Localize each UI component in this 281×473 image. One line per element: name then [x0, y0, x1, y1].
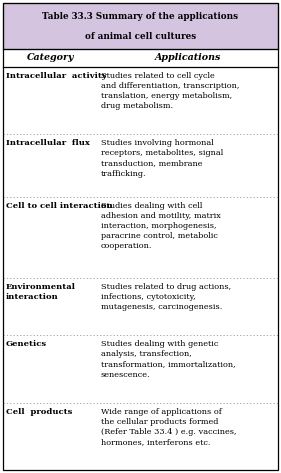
Text: Studies related to cell cycle
and differentiation, transcription,
translation, e: Studies related to cell cycle and differ… [101, 72, 239, 110]
Text: Category: Category [27, 53, 74, 62]
Text: Intracellular  flux: Intracellular flux [6, 140, 90, 147]
Bar [3, 3, 278, 49]
Text: Intracellular  activity: Intracellular activity [6, 72, 107, 80]
Text: Studies related to drug actions,
infections, cytotoxicity,
mutagenesis, carcinog: Studies related to drug actions, infecti… [101, 283, 231, 311]
Text: Environmental
interaction: Environmental interaction [6, 283, 76, 301]
Text: of animal cell cultures: of animal cell cultures [85, 32, 196, 41]
Text: Applications: Applications [155, 53, 221, 62]
Text: Cell  products: Cell products [6, 408, 72, 416]
Text: Studies involving hormonal
receptors, metabolites, signal
transduction, membrane: Studies involving hormonal receptors, me… [101, 140, 223, 178]
Text: Genetics: Genetics [6, 341, 47, 348]
Text: Studies dealing with genetic
analysis, transfection,
transformation, immortaliza: Studies dealing with genetic analysis, t… [101, 341, 236, 379]
Text: Studies dealing with cell
adhesion and motility, matrix
interaction, morphogenes: Studies dealing with cell adhesion and m… [101, 201, 221, 250]
Text: Cell to cell interaction: Cell to cell interaction [6, 201, 113, 210]
Text: Wide range of applications of
the cellular products formed
(Refer Table 33.4 ) e: Wide range of applications of the cellul… [101, 408, 237, 446]
Text: Table 33.3 Summary of the applications: Table 33.3 Summary of the applications [42, 12, 239, 21]
